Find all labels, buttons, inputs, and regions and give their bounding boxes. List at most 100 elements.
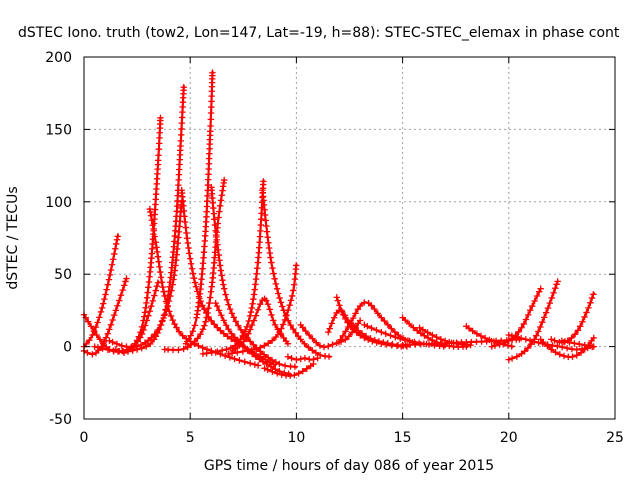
data-point-marker <box>388 325 395 332</box>
data-point-marker <box>284 340 292 347</box>
data-point-marker <box>220 330 228 337</box>
data-point-marker <box>171 320 178 328</box>
data-point-marker <box>138 344 145 352</box>
data-point-marker <box>220 317 227 324</box>
data-point-marker <box>256 301 264 308</box>
data-point-marker <box>535 288 543 295</box>
data-point-marker <box>256 239 263 246</box>
data-point-marker <box>104 330 111 337</box>
data-point-marker <box>522 316 530 323</box>
data-point-marker <box>330 314 338 321</box>
data-point-marker <box>84 318 92 325</box>
data-point-marker <box>100 300 107 307</box>
data-point-marker <box>252 353 259 360</box>
data-point-marker <box>143 294 151 302</box>
data-point-marker <box>141 313 148 320</box>
data-point-marker <box>204 309 211 317</box>
data-point-marker <box>244 347 251 354</box>
data-point-marker <box>187 260 195 267</box>
data-point-marker <box>305 344 312 351</box>
data-point-marker <box>157 321 164 329</box>
data-point-marker <box>216 208 223 215</box>
data-point-marker <box>508 355 516 362</box>
data-point-marker <box>429 331 436 339</box>
data-point-marker <box>177 137 185 145</box>
data-point-marker <box>284 306 292 314</box>
data-point-marker <box>178 119 186 127</box>
data-point-marker <box>197 331 204 338</box>
data-point-marker <box>349 314 357 322</box>
data-point-marker <box>256 233 264 240</box>
data-point-marker <box>505 337 512 345</box>
data-point-marker <box>571 340 578 347</box>
data-point-marker <box>155 152 162 159</box>
data-point-marker <box>542 309 550 316</box>
plot-frame <box>83 56 616 420</box>
y-tick-label: 200 <box>45 50 72 66</box>
data-point-marker <box>215 307 223 314</box>
data-point-marker <box>275 290 282 297</box>
data-point-marker <box>252 275 260 283</box>
data-point-marker <box>112 307 120 314</box>
data-point-marker <box>134 338 142 345</box>
data-point-marker <box>155 140 163 147</box>
data-point-marker <box>576 340 583 348</box>
data-point-marker <box>365 336 372 343</box>
data-point-marker <box>276 360 283 368</box>
data-point-marker <box>406 320 413 328</box>
data-point-marker <box>192 283 200 290</box>
series-11 <box>208 184 299 370</box>
data-point-marker <box>417 330 425 337</box>
data-point-marker <box>191 338 198 346</box>
data-point-marker <box>218 347 226 354</box>
data-point-marker <box>397 335 404 342</box>
data-point-marker <box>254 306 262 313</box>
x-tick-label: 25 <box>606 430 624 446</box>
data-point-marker <box>265 244 273 252</box>
data-point-marker <box>257 227 264 235</box>
data-point-marker <box>207 288 215 295</box>
data-point-marker <box>553 281 560 288</box>
series-line <box>550 291 595 344</box>
data-point-marker <box>203 350 210 357</box>
data-point-marker <box>99 345 106 352</box>
data-point-marker <box>309 335 316 342</box>
data-point-marker <box>496 341 503 348</box>
data-point-marker <box>107 321 115 328</box>
data-point-marker <box>579 318 586 325</box>
data-point-marker <box>279 303 286 310</box>
data-point-marker <box>189 328 196 335</box>
data-point-marker <box>302 327 309 335</box>
data-point-marker <box>297 355 304 363</box>
data-point-marker <box>253 270 260 277</box>
data-point-marker <box>234 349 241 356</box>
data-point-marker <box>261 211 269 219</box>
data-point-marker <box>347 319 354 326</box>
series-16 <box>229 295 292 355</box>
data-point-marker <box>588 294 596 302</box>
data-point-marker <box>566 339 573 346</box>
data-point-marker <box>194 335 201 342</box>
data-point-marker <box>411 341 419 348</box>
data-point-marker <box>250 341 257 349</box>
data-point-marker <box>185 335 192 343</box>
data-point-marker <box>291 281 298 288</box>
data-point-marker <box>256 356 263 363</box>
data-point-marker <box>231 334 239 341</box>
data-point-marker <box>527 307 534 314</box>
data-point-marker <box>552 285 559 292</box>
series-8 <box>106 198 185 351</box>
data-point-marker <box>251 286 258 293</box>
data-point-marker <box>550 289 557 297</box>
data-point-marker <box>325 343 332 350</box>
series-line <box>82 234 120 348</box>
data-point-marker <box>164 302 171 310</box>
data-point-marker <box>243 323 251 331</box>
data-point-marker <box>189 270 197 277</box>
data-point-marker <box>254 362 262 369</box>
data-point-marker <box>206 299 213 307</box>
data-point-marker <box>437 335 445 343</box>
data-point-marker <box>524 311 532 319</box>
data-point-marker <box>121 282 128 289</box>
data-point-marker <box>217 197 225 204</box>
